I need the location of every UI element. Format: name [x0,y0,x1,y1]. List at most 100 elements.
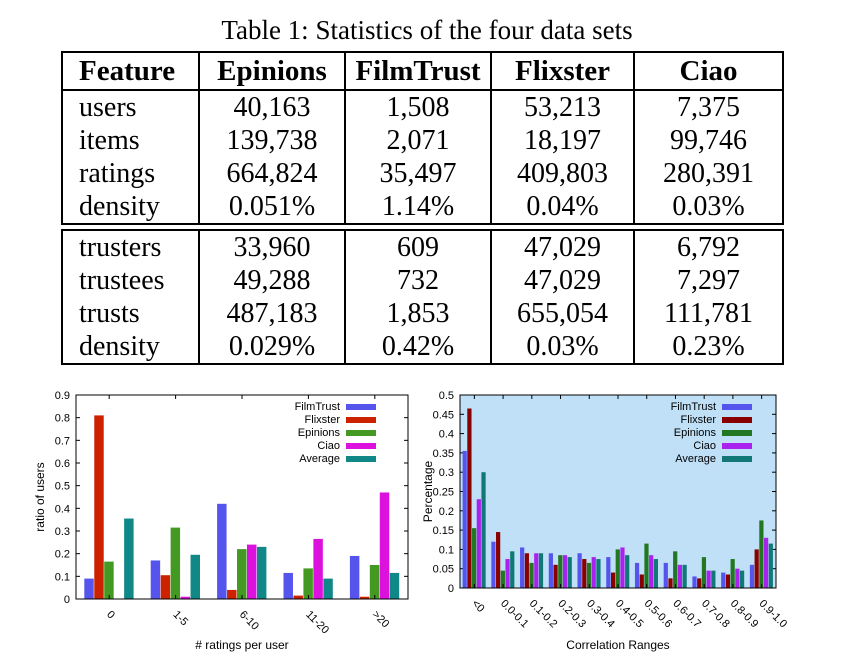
correlation-ranges-chart: 0 0.05 0.1 0.15 0.2 0.25 0.3 0.35 0.4 0.45 0.5 <0 0.… [418,385,854,660]
table-cell: 0.23% [634,330,784,365]
bar [759,520,764,588]
table-cell: 49,288 [199,264,346,297]
bar [763,537,769,588]
table-cell: trusters [61,229,200,264]
bar [582,559,587,588]
legend-label: Average [299,453,340,465]
table-row: trusters 33,960 609 47,029 6,792 [61,229,784,264]
x-tick-label: 11-20 [303,609,331,637]
bar [553,564,558,588]
bar [349,555,360,599]
x-tick-label: 0.2-0.3 [555,598,588,631]
table-cell: trusts [61,297,200,330]
bar [323,578,333,599]
table-cell: 0.42% [345,330,492,365]
bar [615,549,620,588]
table-row: density 0.051% 1.14% 0.04% 0.03% [61,190,784,225]
header-cell: Ciao [634,51,784,91]
table-row: users 40,163 1,508 53,213 7,375 [61,90,784,124]
table-caption: Table 1: Statistics of the four data set… [221,15,633,45]
bar [104,561,114,599]
legend-label: Ciao [693,440,716,452]
table-header-row: Feature Epinions FilmTrust Flixster Ciao [61,51,784,91]
table-cell: 1,853 [345,297,492,330]
bar [256,546,267,599]
y-tick-label: 0 [64,594,70,606]
table-cell: 47,029 [491,264,635,297]
statistics-table: Feature Epinions FilmTrust Flixster Ciao… [61,51,784,365]
table-cell: 53,213 [491,90,635,124]
plot-frame [75,394,409,600]
table-cell: 7,375 [634,90,784,124]
correlation-ranges-svg: 0 0.05 0.1 0.15 0.2 0.25 0.3 0.35 0.4 0.45 0.5 <0 0.… [421,390,790,652]
bar [170,527,181,599]
header-cell: Feature [61,51,200,91]
x-tick-label: 0.9-1.0 [757,598,790,631]
bar [697,578,702,588]
table-cell: 0.04% [491,190,635,225]
bar [711,570,716,588]
y-tick-label: 0.3 [55,526,70,538]
legend-swatch [722,443,752,449]
table-cell: 1,508 [345,90,492,124]
table-cell: density [61,330,200,365]
legend-swatch [346,456,376,462]
bar [558,555,563,588]
bar [160,575,171,599]
bar [749,564,755,588]
bar [180,596,191,599]
x-tick-label: 0.5-0.6 [642,598,675,631]
table-cell: 47,029 [491,229,635,264]
y-tick-label: 0.7 [55,435,70,447]
bar [591,557,596,588]
table-row: items 139,738 2,071 18,197 99,746 [61,124,784,157]
bar [562,555,568,588]
bar [369,565,380,599]
y-axis-label: Percentage [421,460,435,522]
bar [313,538,323,599]
bar [692,576,697,588]
bar [644,543,649,588]
bar [510,551,515,588]
bar [359,596,370,599]
table-cell: ratings [61,157,200,190]
bar [606,557,611,588]
table-cell: 99,746 [634,124,784,157]
bar [653,559,659,588]
x-tick-label: 0.3-0.4 [584,598,617,631]
bar [505,559,510,588]
x-tick-label: 6-10 [237,609,261,633]
y-tick-label: 0.25 [433,487,454,499]
bar [721,572,726,588]
bar [150,560,161,599]
legend-swatch [722,456,752,462]
table-cell: 664,824 [199,157,346,190]
bar [682,564,687,588]
y-tick-label: 0.6 [55,458,70,470]
y-tick-label: 0.8 [55,413,70,425]
x-tick-label: 0.4-0.5 [613,598,646,631]
table-cell: 35,497 [345,157,492,190]
legend-label: Flixster [305,414,341,426]
header-cell: FilmTrust [345,51,492,91]
legend-swatch [346,417,376,423]
table-cell: 1.14% [345,190,492,225]
legend-label: FilmTrust [671,401,716,413]
bar [481,472,486,588]
bar [639,574,644,588]
bar [706,570,711,588]
table-row: density 0.029% 0.42% 0.03% 0.23% [61,330,784,365]
legend-swatch [722,430,752,436]
x-tick-label: <0 [469,598,486,615]
table-cell: 7,297 [634,264,784,297]
table-row: ratings 664,824 35,497 409,803 280,391 [61,157,784,190]
y-tick-label: 0 [448,583,454,595]
bar [596,559,601,588]
bar [496,532,501,588]
ratings-per-user-svg: 0 0.1 0.2 0.3 0.4 0.5 0.6 0.7 0.8 0.9 0 1-5 6-10 11-2… [33,390,409,652]
legend-label: FilmTrust [295,401,340,413]
bar [730,559,735,588]
legend-swatch [722,417,752,423]
table-cell: 609 [345,229,492,264]
legend-swatch [346,430,376,436]
